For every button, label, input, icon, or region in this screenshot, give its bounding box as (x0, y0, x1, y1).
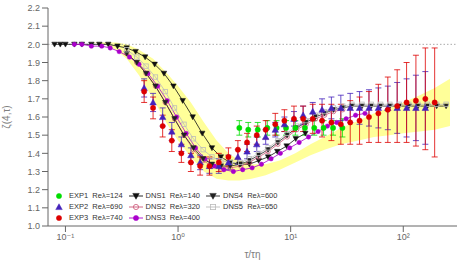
svg-text:1.6: 1.6 (27, 112, 40, 122)
html-text:DNS1 Reλ=140: DNS1 Reλ=140 (145, 191, 200, 200)
html-text:DNS2 Reλ=320: DNS2 Reλ=320 (145, 202, 200, 211)
svg-text:1.2: 1.2 (27, 185, 40, 195)
svg-text:2.1: 2.1 (27, 21, 40, 31)
svg-text:10⁰: 10⁰ (171, 232, 185, 242)
svg-text:1.3: 1.3 (27, 167, 40, 177)
svg-text:τ/τη: τ/τη (244, 249, 260, 260)
html-text:EXP3 Reλ=740: EXP3 Reλ=740 (69, 213, 123, 222)
svg-text:1.4: 1.4 (27, 149, 40, 159)
svg-text:2.2: 2.2 (27, 3, 40, 13)
html-text:DNS5 Reλ=650: DNS5 Reλ=650 (223, 202, 278, 211)
svg-text:1.8: 1.8 (27, 76, 40, 86)
svg-text:10⁻¹: 10⁻¹ (57, 232, 75, 242)
html-text:DNS3 Reλ=400: DNS3 Reλ=400 (145, 213, 200, 222)
svg-text:ζ(4,τ): ζ(4,τ) (1, 105, 13, 128)
html-text:EXP1 Reλ=124: EXP1 Reλ=124 (69, 191, 123, 200)
svg-text:1.1: 1.1 (27, 203, 40, 213)
html-text:EXP2 Reλ=690: EXP2 Reλ=690 (69, 202, 123, 211)
svg-text:1.7: 1.7 (27, 94, 40, 104)
svg-text:1.5: 1.5 (27, 130, 40, 140)
html-text:DNS4 Reλ=600: DNS4 Reλ=600 (223, 191, 278, 200)
svg-text:10¹: 10¹ (284, 232, 297, 242)
svg-text:2.0: 2.0 (27, 40, 40, 50)
svg-text:1.0: 1.0 (27, 221, 40, 231)
svg-text:10²: 10² (397, 232, 410, 242)
svg-text:1.9: 1.9 (27, 58, 40, 68)
